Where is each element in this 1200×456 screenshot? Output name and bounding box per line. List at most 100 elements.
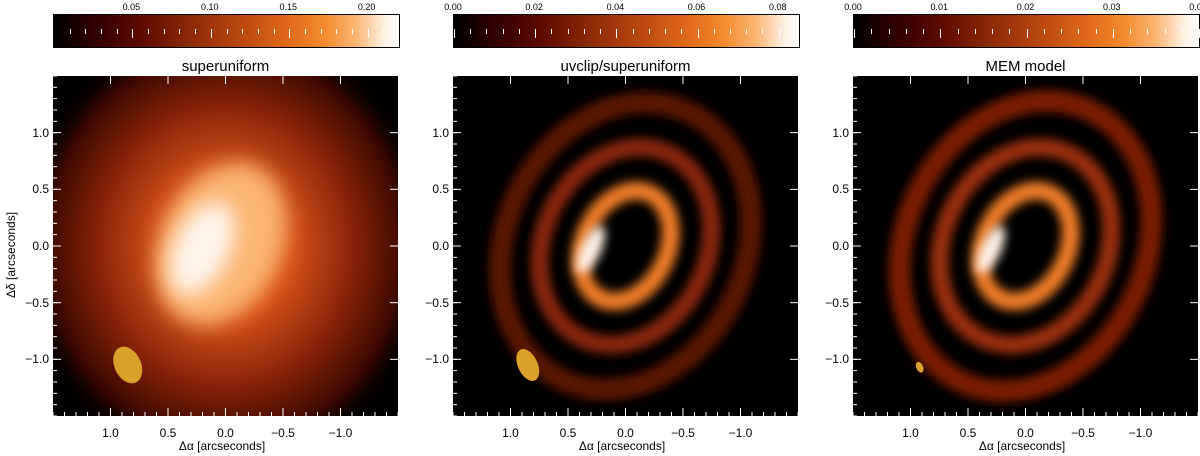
- y-tick-label: 1.0: [32, 125, 49, 140]
- colorbar-minor-tick: [762, 29, 764, 34]
- colorbar-minor-tick: [648, 29, 650, 34]
- colorbar-minor-tick: [320, 29, 322, 34]
- y-tick-label: −1.0: [25, 352, 49, 367]
- inner-ring: [971, 181, 1080, 311]
- x-tick-label: 1.0: [902, 426, 919, 440]
- colorbar-tick-label: 0.01: [930, 2, 949, 12]
- colorbar-minor-tick: [210, 29, 212, 34]
- colorbar: [453, 14, 800, 48]
- colorbar-minor-tick: [502, 29, 504, 34]
- panel-superuniform: superuniform Δδ [arcseconds] Δα [arcseco…: [0, 0, 400, 456]
- colorbar-tick: [854, 29, 855, 38]
- colorbar-tick-label: 0.03: [1102, 2, 1121, 12]
- colorbar-tick-label: 0.08: [768, 2, 787, 12]
- colorbar-minor-tick: [304, 29, 306, 34]
- colorbar-minor-tick: [518, 29, 520, 34]
- colorbar-minor-tick: [85, 29, 87, 34]
- colorbar-minor-tick: [871, 29, 873, 34]
- x-tick-label: −1.0: [728, 426, 753, 440]
- peak: [169, 201, 236, 296]
- y-tick-label: 0.0: [432, 239, 449, 253]
- colorbar-tick-label: 0.00: [844, 2, 862, 12]
- image-plot: [453, 76, 798, 416]
- colorbar-minor-tick: [226, 29, 228, 34]
- panel-uvclip-superuniform: uvclip/superuniform Δα [arcseconds] 0.00…: [400, 0, 800, 456]
- colorbar-minor-tick: [713, 29, 715, 34]
- x-axis-label: Δα [arcseconds]: [578, 439, 666, 453]
- x-tick-label: 1.0: [502, 426, 519, 440]
- colorbar-minor-tick: [551, 29, 553, 34]
- colorbar-minor-tick: [697, 29, 699, 34]
- ring-peak: [976, 225, 1005, 274]
- colorbar-minor-tick: [957, 29, 959, 34]
- colorbar-minor-tick: [101, 29, 103, 34]
- colorbar-minor-tick: [289, 29, 291, 34]
- colorbar-tick-label: 0.05: [122, 2, 141, 12]
- colorbar-tick-label: 0.06: [687, 2, 706, 12]
- inner-ring: [571, 181, 680, 311]
- emission-map: [888, 89, 1163, 403]
- x-tick-label: −0.5: [671, 426, 695, 440]
- colorbar-minor-tick: [383, 29, 385, 34]
- ring-peak: [576, 225, 605, 274]
- image-plot: [53, 76, 398, 416]
- x-tick-label: 0.0: [217, 426, 234, 440]
- x-tick-label: −1.0: [1128, 426, 1153, 440]
- colorbar-tick-label: 0.02: [1016, 2, 1035, 12]
- x-tick-label: −1.0: [328, 426, 353, 440]
- colorbar-minor-tick: [116, 29, 118, 34]
- colorbar-tick-label: 0.04: [606, 2, 625, 12]
- colorbar-minor-tick: [242, 29, 244, 34]
- axis-ticks: [53, 76, 398, 416]
- colorbar-minor-tick: [583, 29, 585, 34]
- colorbar-minor-tick: [992, 29, 993, 34]
- colorbar-minor-tick: [1009, 29, 1011, 34]
- axis-ticks: [453, 76, 798, 416]
- emission-map: [53, 76, 398, 416]
- x-tick-label: 1.0: [102, 426, 119, 440]
- y-tick-label: −1.0: [425, 352, 449, 367]
- colorbar-minor-tick: [1147, 29, 1149, 34]
- y-tick-label: −0.5: [25, 295, 49, 310]
- colorbar: [853, 14, 1200, 48]
- colorbar-tick-label: 0.10: [201, 2, 219, 12]
- colorbar-minor-tick: [69, 29, 71, 34]
- colorbar-minor-tick: [132, 29, 134, 34]
- colorbar-minor-tick: [1026, 29, 1028, 34]
- colorbar-minor-tick: [486, 29, 488, 34]
- colorbar-minor-tick: [1164, 29, 1166, 34]
- image-plot: [853, 76, 1198, 416]
- y-tick-label: −0.5: [425, 295, 449, 310]
- y-tick-label: 0.5: [32, 182, 49, 197]
- y-tick-label: 0.0: [32, 239, 49, 253]
- colorbar-minor-tick: [632, 29, 634, 34]
- x-axis-label: Δα [arcseconds]: [178, 439, 266, 453]
- plot-svg: [453, 76, 798, 416]
- x-tick-label: 0.5: [559, 426, 577, 440]
- colorbar-minor-tick: [257, 29, 259, 34]
- middle-ring: [530, 138, 721, 354]
- colorbar-minor-tick: [148, 29, 150, 34]
- plot-svg: [53, 76, 398, 416]
- y-tick-label: 0.5: [432, 182, 449, 197]
- x-axis-label: Δα [arcseconds]: [978, 439, 1066, 453]
- colorbar-minor-tick: [163, 29, 165, 34]
- middle-ring: [930, 138, 1121, 354]
- colorbar-minor-tick: [1112, 29, 1114, 34]
- colorbar-minor-tick: [179, 29, 181, 34]
- colorbar-minor-tick: [888, 29, 890, 34]
- colorbar-minor-tick: [940, 29, 942, 34]
- y-tick-label: −0.5: [825, 295, 849, 310]
- beam-ellipse: [915, 361, 924, 373]
- colorbar-minor-tick: [273, 29, 275, 34]
- colorbar-minor-tick: [351, 29, 353, 34]
- y-tick-label: 0.5: [832, 182, 849, 197]
- colorbar-tick-label: 0.02: [525, 2, 543, 12]
- colorbar-tick: [454, 29, 455, 38]
- colorbar-minor-tick: [1061, 29, 1062, 34]
- colorbar-minor-tick: [905, 29, 907, 34]
- y-tick-label: 1.0: [832, 125, 849, 140]
- emission-map: [489, 91, 762, 401]
- x-tick-label: 0.0: [617, 426, 634, 440]
- colorbar-minor-tick: [665, 29, 667, 34]
